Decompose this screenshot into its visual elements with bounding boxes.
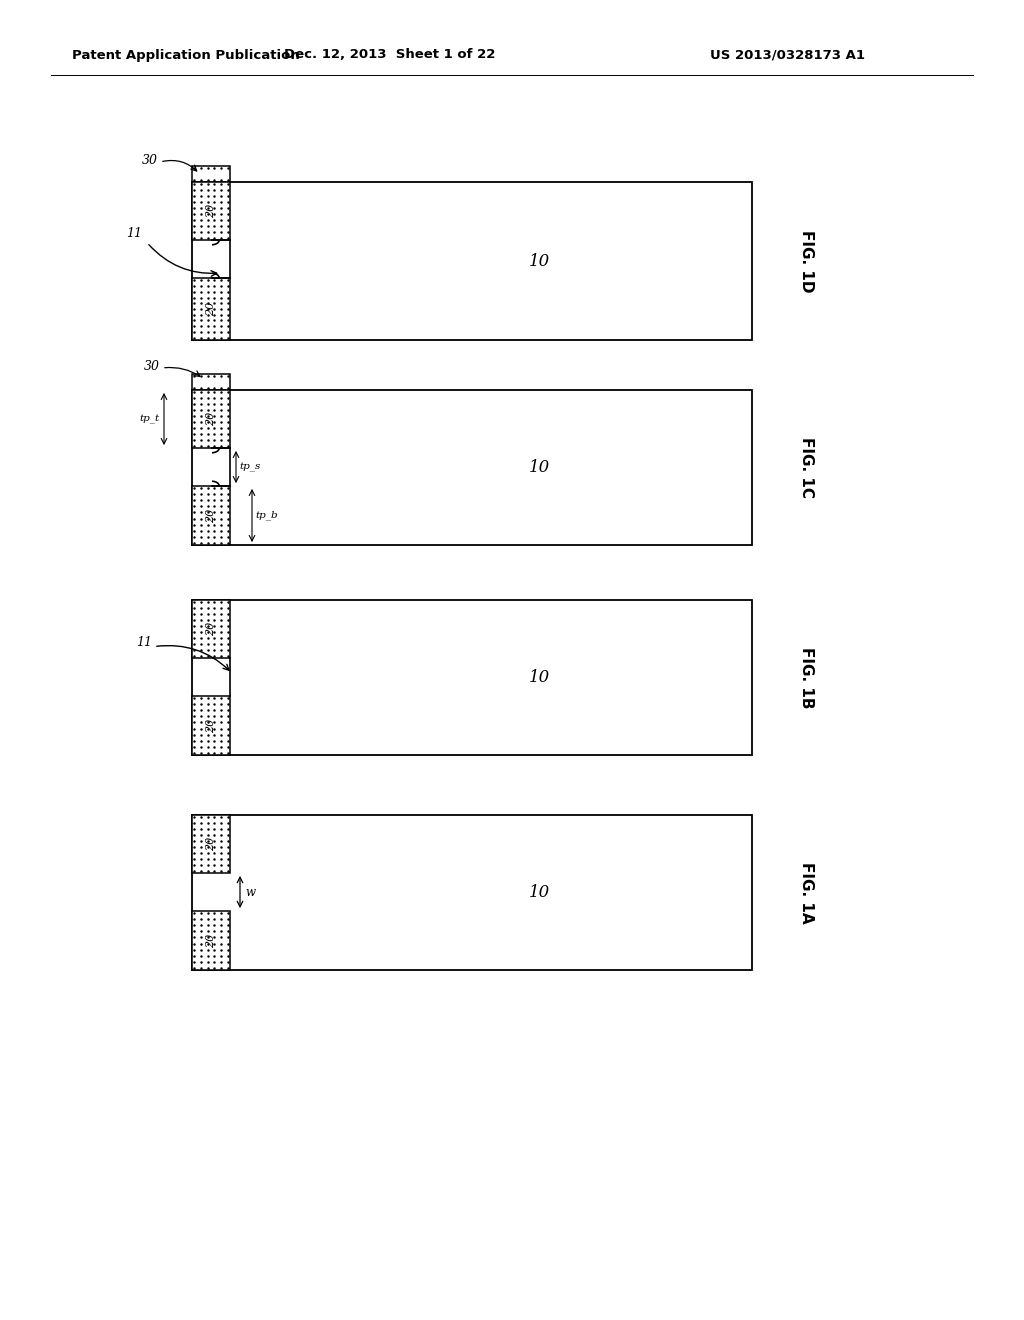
Bar [193,182,752,341]
Bar [193,279,230,341]
Bar [193,601,752,755]
Bar [193,814,752,970]
Bar [193,374,230,389]
Text: 11: 11 [136,636,152,649]
Bar [193,182,230,240]
Text: 30: 30 [142,153,158,166]
Text: Patent Application Publication: Patent Application Publication [72,49,300,62]
Text: 20: 20 [206,302,216,315]
Text: FIG. 1B: FIG. 1B [800,647,814,709]
Bar [193,389,230,447]
Text: FIG. 1C: FIG. 1C [800,437,814,498]
Text: 11: 11 [126,227,142,240]
Text: 20: 20 [206,933,216,948]
Text: 10: 10 [528,252,550,269]
Text: w: w [245,886,255,899]
Text: Dec. 12, 2013  Sheet 1 of 22: Dec. 12, 2013 Sheet 1 of 22 [285,49,496,62]
Text: 20: 20 [206,203,216,218]
Bar [193,486,230,545]
Bar [193,166,230,182]
Text: 20: 20 [206,622,216,636]
Text: 10: 10 [528,884,550,902]
Text: FIG. 1D: FIG. 1D [800,230,814,292]
Text: tp_s: tp_s [239,462,260,471]
Text: 20: 20 [206,412,216,426]
Text: 20: 20 [206,508,216,523]
Bar [193,696,230,755]
Bar [193,911,230,970]
Bar [193,814,230,873]
Bar [193,601,230,657]
Text: tp_b: tp_b [255,511,278,520]
Text: tp_t: tp_t [140,414,160,424]
Text: 30: 30 [144,359,160,372]
Text: FIG. 1A: FIG. 1A [800,862,814,923]
Text: US 2013/0328173 A1: US 2013/0328173 A1 [710,49,865,62]
Text: 20: 20 [206,837,216,851]
Text: 20: 20 [206,718,216,733]
Text: 10: 10 [528,669,550,686]
Text: 10: 10 [528,459,550,477]
Bar [193,389,752,545]
